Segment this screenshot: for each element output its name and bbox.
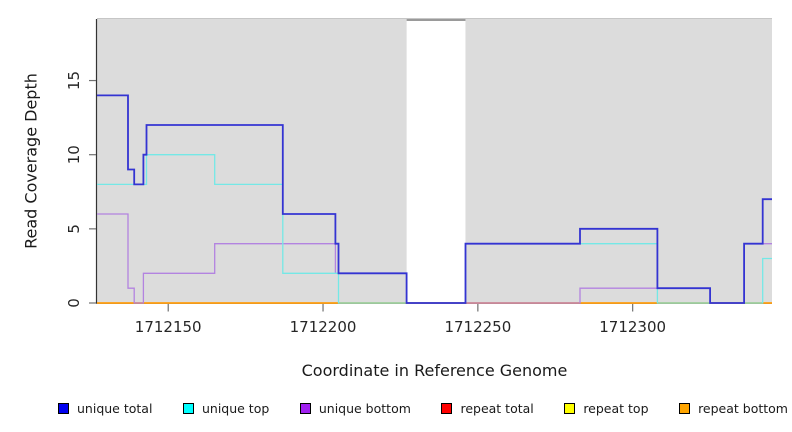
legend-swatch-repeat-bottom — [679, 402, 691, 414]
series-unique-total — [97, 94, 772, 304]
legend-label: unique top — [201, 400, 270, 416]
plot-background — [465, 19, 772, 303]
legend-item-unique-bottom: unique bottom — [299, 400, 411, 416]
legend-item-repeat-top: repeat top — [564, 400, 649, 416]
legend-swatch-unique-bottom — [299, 402, 311, 414]
x-tick-label: 1712150 — [135, 318, 202, 336]
legend-label: repeat total — [460, 400, 534, 416]
x-axis-title: Coordinate in Reference Genome — [301, 361, 568, 380]
coverage-chart: 1712150 1712200 1712250 1712300 0 5 10 15 — [65, 18, 772, 336]
y-axis-title: Read Coverage Depth — [21, 73, 41, 249]
y-tick-label: 0 — [65, 298, 83, 308]
legend-swatch-repeat-total — [441, 402, 453, 414]
legend: unique total unique top unique bottom repea… — [58, 399, 788, 417]
legend-swatch-unique-total — [58, 402, 69, 414]
y-tick-label: 10 — [65, 145, 83, 164]
legend-item-unique-total: unique total — [58, 401, 152, 416]
y-tick-label: 5 — [65, 224, 83, 234]
x-tick-label: 1712200 — [290, 318, 357, 336]
legend-label: unique total — [77, 400, 153, 416]
legend-label: repeat bottom — [698, 400, 788, 416]
x-tick-label: 1712300 — [599, 318, 666, 336]
x-tick-label: 1712250 — [444, 318, 511, 336]
y-tick-label: 15 — [65, 71, 83, 90]
legend-item-repeat-bottom: repeat bottom — [679, 401, 788, 416]
legend-swatch-repeat-top — [564, 402, 576, 414]
legend-item-repeat-total: repeat total — [441, 400, 534, 416]
legend-label: repeat top — [583, 400, 649, 416]
legend-item-unique-top: unique top — [182, 400, 270, 416]
legend-label: unique bottom — [318, 400, 411, 416]
legend-swatch-unique-top — [182, 402, 194, 414]
plot-background — [97, 19, 407, 303]
